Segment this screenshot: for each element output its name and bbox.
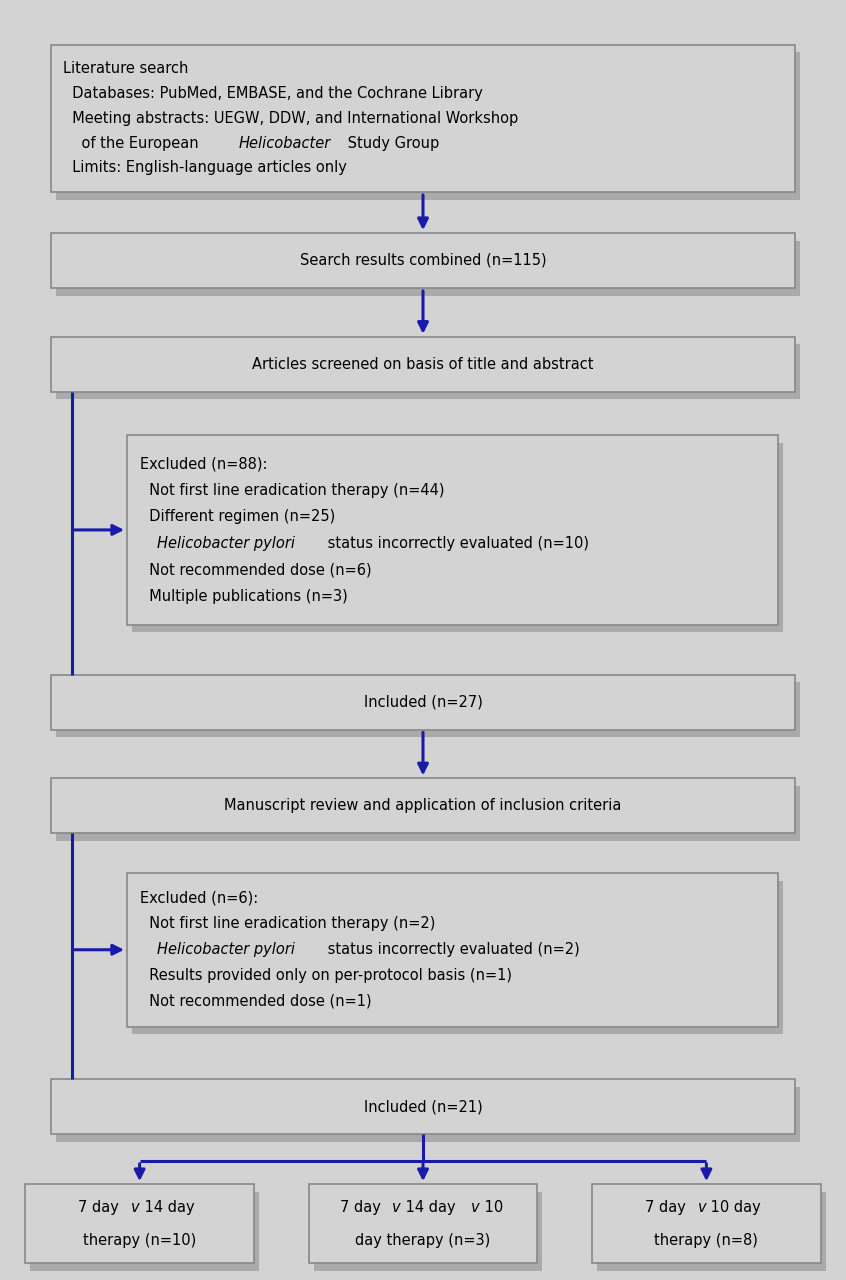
Text: Not recommended dose (n=6): Not recommended dose (n=6) (140, 562, 371, 577)
Text: Not first line eradication therapy (n=2): Not first line eradication therapy (n=2) (140, 916, 435, 932)
Text: v: v (393, 1199, 401, 1215)
Text: therapy (n=10): therapy (n=10) (83, 1233, 196, 1248)
Text: Included (n=21): Included (n=21) (364, 1100, 482, 1114)
FancyBboxPatch shape (132, 443, 783, 632)
Text: Helicobacter pylori: Helicobacter pylori (157, 536, 295, 550)
FancyBboxPatch shape (597, 1192, 826, 1271)
FancyBboxPatch shape (51, 45, 795, 192)
Text: Literature search: Literature search (63, 61, 189, 77)
Text: 10: 10 (480, 1199, 503, 1215)
Text: Not recommended dose (n=1): Not recommended dose (n=1) (140, 993, 371, 1009)
FancyBboxPatch shape (51, 337, 795, 392)
FancyBboxPatch shape (56, 682, 800, 737)
FancyBboxPatch shape (51, 1079, 795, 1134)
Text: v: v (131, 1199, 140, 1215)
Text: Results provided only on per-protocol basis (n=1): Results provided only on per-protocol ba… (140, 968, 512, 983)
Text: Limits: English-language articles only: Limits: English-language articles only (63, 160, 348, 175)
FancyBboxPatch shape (56, 241, 800, 296)
Text: therapy (n=8): therapy (n=8) (655, 1233, 758, 1248)
Text: Included (n=27): Included (n=27) (364, 695, 482, 709)
Text: v: v (698, 1199, 706, 1215)
Text: day therapy (n=3): day therapy (n=3) (355, 1233, 491, 1248)
Text: Excluded (n=6):: Excluded (n=6): (140, 891, 258, 906)
Text: Search results combined (n=115): Search results combined (n=115) (299, 253, 547, 268)
Text: Manuscript review and application of inclusion criteria: Manuscript review and application of inc… (224, 799, 622, 813)
FancyBboxPatch shape (127, 435, 778, 625)
Text: Meeting abstracts: UEGW, DDW, and International Workshop: Meeting abstracts: UEGW, DDW, and Intern… (63, 111, 519, 125)
Text: Excluded (n=88):: Excluded (n=88): (140, 456, 267, 471)
FancyBboxPatch shape (56, 52, 800, 200)
FancyBboxPatch shape (56, 344, 800, 399)
FancyBboxPatch shape (51, 675, 795, 730)
FancyBboxPatch shape (25, 1184, 254, 1263)
FancyBboxPatch shape (314, 1192, 542, 1271)
FancyBboxPatch shape (592, 1184, 821, 1263)
Text: Articles screened on basis of title and abstract: Articles screened on basis of title and … (252, 357, 594, 371)
FancyBboxPatch shape (309, 1184, 537, 1263)
Text: v: v (471, 1199, 480, 1215)
Text: 14 day: 14 day (140, 1199, 195, 1215)
FancyBboxPatch shape (56, 786, 800, 841)
Text: Helicobacter: Helicobacter (239, 136, 331, 151)
Text: Databases: PubMed, EMBASE, and the Cochrane Library: Databases: PubMed, EMBASE, and the Cochr… (63, 86, 483, 101)
Text: 10 day: 10 day (706, 1199, 761, 1215)
Text: Multiple publications (n=3): Multiple publications (n=3) (140, 589, 348, 604)
Text: Study Group: Study Group (343, 136, 440, 151)
FancyBboxPatch shape (127, 873, 778, 1027)
Text: 7 day: 7 day (340, 1199, 386, 1215)
Text: 14 day: 14 day (401, 1199, 460, 1215)
FancyBboxPatch shape (51, 233, 795, 288)
Text: Not first line eradication therapy (n=44): Not first line eradication therapy (n=44… (140, 483, 444, 498)
Text: status incorrectly evaluated (n=10): status incorrectly evaluated (n=10) (323, 536, 590, 550)
Text: 7 day: 7 day (79, 1199, 124, 1215)
Text: 7 day: 7 day (645, 1199, 690, 1215)
Text: status incorrectly evaluated (n=2): status incorrectly evaluated (n=2) (323, 942, 580, 957)
FancyBboxPatch shape (30, 1192, 259, 1271)
Text: Helicobacter pylori: Helicobacter pylori (157, 942, 295, 957)
FancyBboxPatch shape (132, 881, 783, 1034)
Text: Different regimen (n=25): Different regimen (n=25) (140, 509, 335, 524)
FancyBboxPatch shape (56, 1087, 800, 1142)
Text: of the European: of the European (63, 136, 204, 151)
FancyBboxPatch shape (51, 778, 795, 833)
